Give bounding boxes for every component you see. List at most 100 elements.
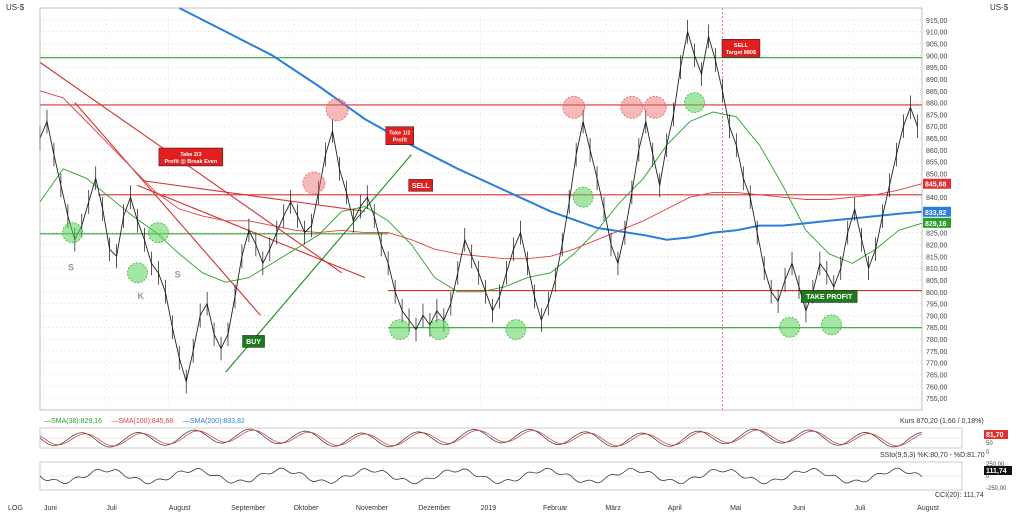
y-tick-label: 910,00 [926, 30, 948, 37]
ma-line-0 [39, 111, 923, 293]
month-label: Februar [543, 505, 568, 512]
y-tick-label: 865,00 [926, 136, 948, 143]
month-label: April [668, 505, 682, 512]
y-tick-label: 915,00 [926, 18, 948, 25]
price-tag-text: 845,68 [925, 182, 947, 189]
y-tick-label: 900,00 [926, 53, 948, 60]
price-tag [923, 178, 951, 189]
legend-item: —SMA(38):829,16 [44, 418, 102, 425]
y-tick-label: 795,00 [926, 302, 948, 309]
y-tick-label: 885,00 [926, 89, 948, 96]
signal-box [408, 179, 433, 192]
cci-label: CCI(20): 111,74 [935, 492, 984, 499]
month-label: Juni [792, 505, 805, 512]
y-tick-label: 760,00 [926, 384, 948, 391]
kurs-label: Kurs 870,20 (1,60 / 0,18%) [900, 418, 984, 425]
month-label: September [231, 505, 266, 512]
month-label: Juni [44, 505, 57, 512]
buy-circle [821, 314, 842, 336]
y-tick-label: 895,00 [926, 65, 948, 72]
stoch-value-tag [984, 430, 1008, 439]
buy-circle [62, 222, 83, 244]
y-tick-label: 875,00 [926, 112, 948, 119]
price-tag-text: 833,82 [925, 210, 947, 217]
cci-value-tag [984, 466, 1012, 475]
log-label: LOG [8, 505, 23, 512]
trend-line [39, 61, 343, 274]
signal-box-text: TAKE PROFIT [806, 294, 853, 301]
legend-item: —SMA(200):833,82 [183, 418, 245, 425]
ma-line-1 [39, 90, 923, 260]
y-tick-label: 780,00 [926, 337, 948, 344]
stoch-tick: 50 [986, 441, 993, 447]
buy-circle [684, 92, 705, 113]
signal-box-text: Target 880$ [726, 50, 756, 56]
signal-box [158, 147, 224, 167]
sell-circle [643, 95, 667, 119]
y-tick-label: 755,00 [926, 396, 948, 403]
moving-averages [39, 7, 923, 293]
trend-line [142, 180, 366, 212]
signal-box-text: Take 1/2 [389, 131, 410, 137]
pattern-label: K [137, 291, 144, 301]
price-tag [923, 206, 951, 217]
buy-circle [505, 319, 527, 341]
stoch-value-text: 81,70 [986, 432, 1004, 439]
month-label: August [917, 505, 939, 512]
signal-box-text: Profit [393, 138, 408, 144]
month-label: August [169, 505, 191, 512]
pattern-label: S [68, 262, 74, 272]
ma-line-2 [178, 7, 923, 241]
y-tick-label: 800,00 [926, 290, 948, 297]
plot-frame [39, 7, 923, 411]
y-tick-label: 850,00 [926, 172, 948, 179]
month-label: Dezember [418, 505, 451, 512]
y-tick-label: 840,00 [926, 195, 948, 202]
sell-circle [325, 98, 349, 122]
signal-box [800, 290, 858, 303]
trend-line [137, 184, 366, 279]
signal-box-text: SELL [412, 183, 431, 190]
month-label: November [356, 505, 389, 512]
y-tick-label: 890,00 [926, 77, 948, 84]
sell-circle [620, 95, 644, 119]
stoch-d-line [39, 429, 923, 447]
y-tick-label: 815,00 [926, 254, 948, 261]
y-tick-label: 805,00 [926, 278, 948, 285]
y-tick-label: 820,00 [926, 242, 948, 249]
cci-tick: 250,00 [986, 462, 1005, 468]
cci-line [39, 467, 923, 485]
price-series [39, 19, 918, 394]
y-tick-label: 860,00 [926, 148, 948, 155]
markers [62, 92, 842, 341]
currency-label-left: US-$ [6, 3, 25, 12]
y-tick-label: 775,00 [926, 349, 948, 356]
buy-circle [389, 319, 411, 341]
buy-circle [779, 316, 801, 338]
signal-box [721, 39, 761, 58]
price-tag [923, 217, 951, 228]
signal-box-text: BUY [246, 339, 261, 346]
stoch-label: SSto(9,5,3) %K:80,70 - %D:81,70 [880, 452, 985, 459]
y-tick-label: 855,00 [926, 160, 948, 167]
buy-circle [147, 222, 169, 244]
month-label: Juli [106, 505, 117, 512]
buy-circle [572, 186, 594, 208]
y-tick-label: 765,00 [926, 373, 948, 380]
month-label: März [605, 505, 621, 512]
month-label: Juli [855, 505, 866, 512]
y-tick-label: 870,00 [926, 124, 948, 131]
signal-box [385, 126, 414, 145]
buy-circle [127, 262, 148, 284]
pattern-label: S [175, 270, 181, 280]
y-tick-label: 770,00 [926, 361, 948, 368]
axes: 755,00 760,00 765,00 770,00 775,00 780,00 785,… [39, 7, 951, 512]
signal-box-text: Profit @ Break Even [164, 159, 217, 165]
cci-tick: -250,00 [986, 486, 1007, 492]
price-tag-text: 829,16 [925, 221, 947, 228]
sell-circle [562, 95, 586, 119]
month-label: 2019 [481, 505, 497, 512]
